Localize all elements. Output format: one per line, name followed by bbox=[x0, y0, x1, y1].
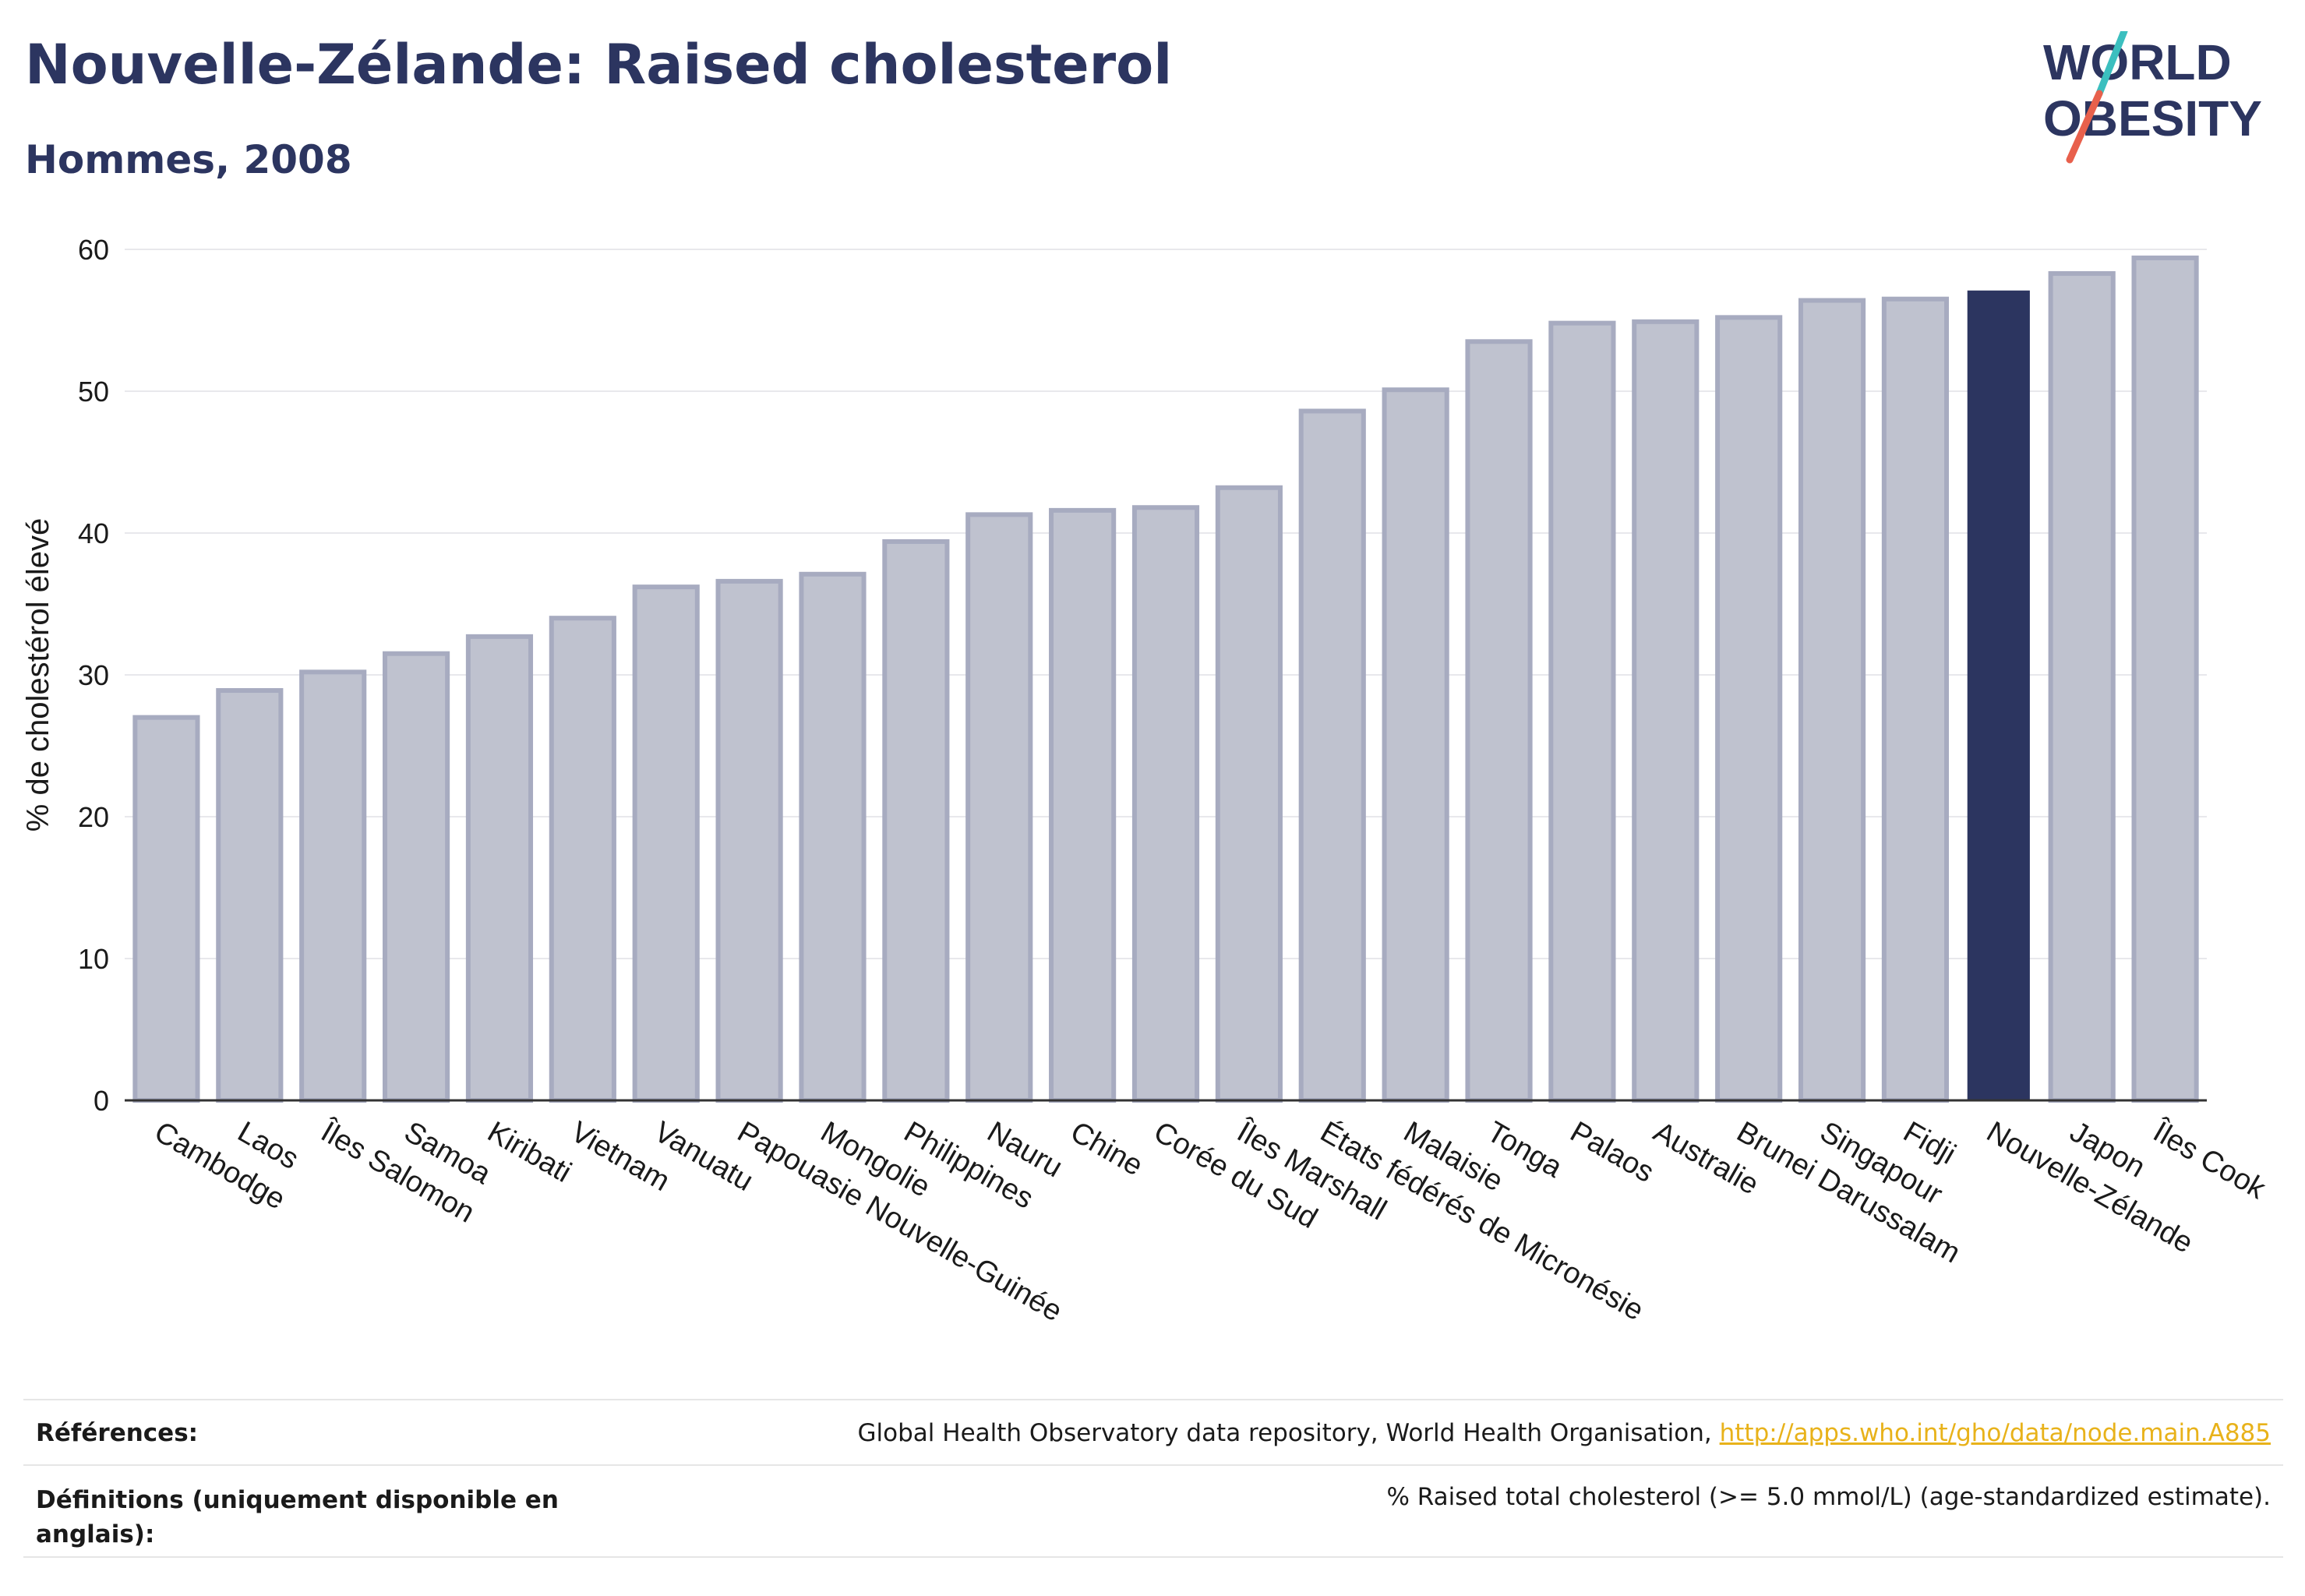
definitions-row: Définitions (uniquement disponible en an… bbox=[23, 1464, 2283, 1558]
y-tick-label: 10 bbox=[78, 943, 109, 975]
bar-20[interactable] bbox=[1715, 315, 1783, 1103]
references-text: Global Health Observatory data repositor… bbox=[857, 1419, 1720, 1447]
logo-line-1: WORLD bbox=[2043, 34, 2232, 90]
chart-subtitle: Hommes, 2008 bbox=[25, 137, 352, 182]
bar-25[interactable] bbox=[2131, 255, 2199, 1103]
y-axis-label: % de cholestérol élevé bbox=[21, 518, 55, 832]
bar-19[interactable] bbox=[1632, 319, 1700, 1103]
y-tick-label: 50 bbox=[78, 376, 109, 408]
bar-24[interactable] bbox=[2048, 270, 2116, 1103]
bar-2[interactable] bbox=[216, 688, 284, 1103]
bar-14[interactable] bbox=[1215, 485, 1283, 1103]
bar-21[interactable] bbox=[1798, 298, 1866, 1103]
bar-15[interactable] bbox=[1298, 408, 1366, 1103]
logo-slash-red-icon bbox=[2066, 90, 2103, 164]
y-tick-label: 0 bbox=[94, 1085, 109, 1117]
bar-5[interactable] bbox=[465, 634, 534, 1103]
x-tick-label: Îles Cook bbox=[2147, 1114, 2271, 1206]
references-link[interactable]: http://apps.who.int/gho/data/node.main.A… bbox=[1719, 1419, 2271, 1447]
bar-1[interactable] bbox=[132, 715, 200, 1103]
bar-13[interactable] bbox=[1131, 505, 1200, 1103]
bar-23[interactable] bbox=[1967, 290, 2030, 1100]
logo-slash-teal-icon bbox=[2095, 31, 2128, 97]
bar-17[interactable] bbox=[1465, 339, 1533, 1103]
y-tick-label: 60 bbox=[78, 234, 109, 266]
x-tick-label: Kiribati bbox=[482, 1115, 577, 1188]
x-tick-label: Chine bbox=[1065, 1115, 1149, 1182]
bar-18[interactable] bbox=[1548, 320, 1616, 1103]
y-tick-label: 40 bbox=[78, 517, 109, 549]
bar-8[interactable] bbox=[715, 578, 783, 1103]
x-tick-label: Palaos bbox=[1565, 1115, 1660, 1188]
chart-title: Nouvelle-Zélande: Raised cholesterol bbox=[25, 33, 1173, 97]
bar-10[interactable] bbox=[882, 538, 950, 1103]
bar-4[interactable] bbox=[383, 651, 450, 1103]
bar-7[interactable] bbox=[632, 584, 700, 1103]
bar-12[interactable] bbox=[1049, 507, 1117, 1103]
y-tick-label: 20 bbox=[78, 801, 109, 833]
y-tick-label: 30 bbox=[78, 659, 109, 691]
bar-22[interactable] bbox=[1881, 296, 1950, 1103]
bar-11[interactable] bbox=[965, 512, 1033, 1103]
references-row: Références: Global Health Observatory da… bbox=[23, 1399, 2283, 1466]
bar-3[interactable] bbox=[299, 669, 367, 1103]
bar-9[interactable] bbox=[799, 571, 867, 1103]
bars bbox=[132, 255, 2199, 1103]
definitions-label: Définitions (uniquement disponible en an… bbox=[36, 1486, 559, 1548]
bar-6[interactable] bbox=[549, 616, 616, 1103]
references-value: Global Health Observatory data repositor… bbox=[858, 1419, 2271, 1447]
definitions-value: % Raised total cholesterol (>= 5.0 mmol/… bbox=[1386, 1483, 2271, 1511]
world-obesity-logo: WORLD OBESITY bbox=[2043, 31, 2262, 164]
references-label: Références: bbox=[36, 1419, 199, 1447]
bar-16[interactable] bbox=[1382, 387, 1449, 1103]
